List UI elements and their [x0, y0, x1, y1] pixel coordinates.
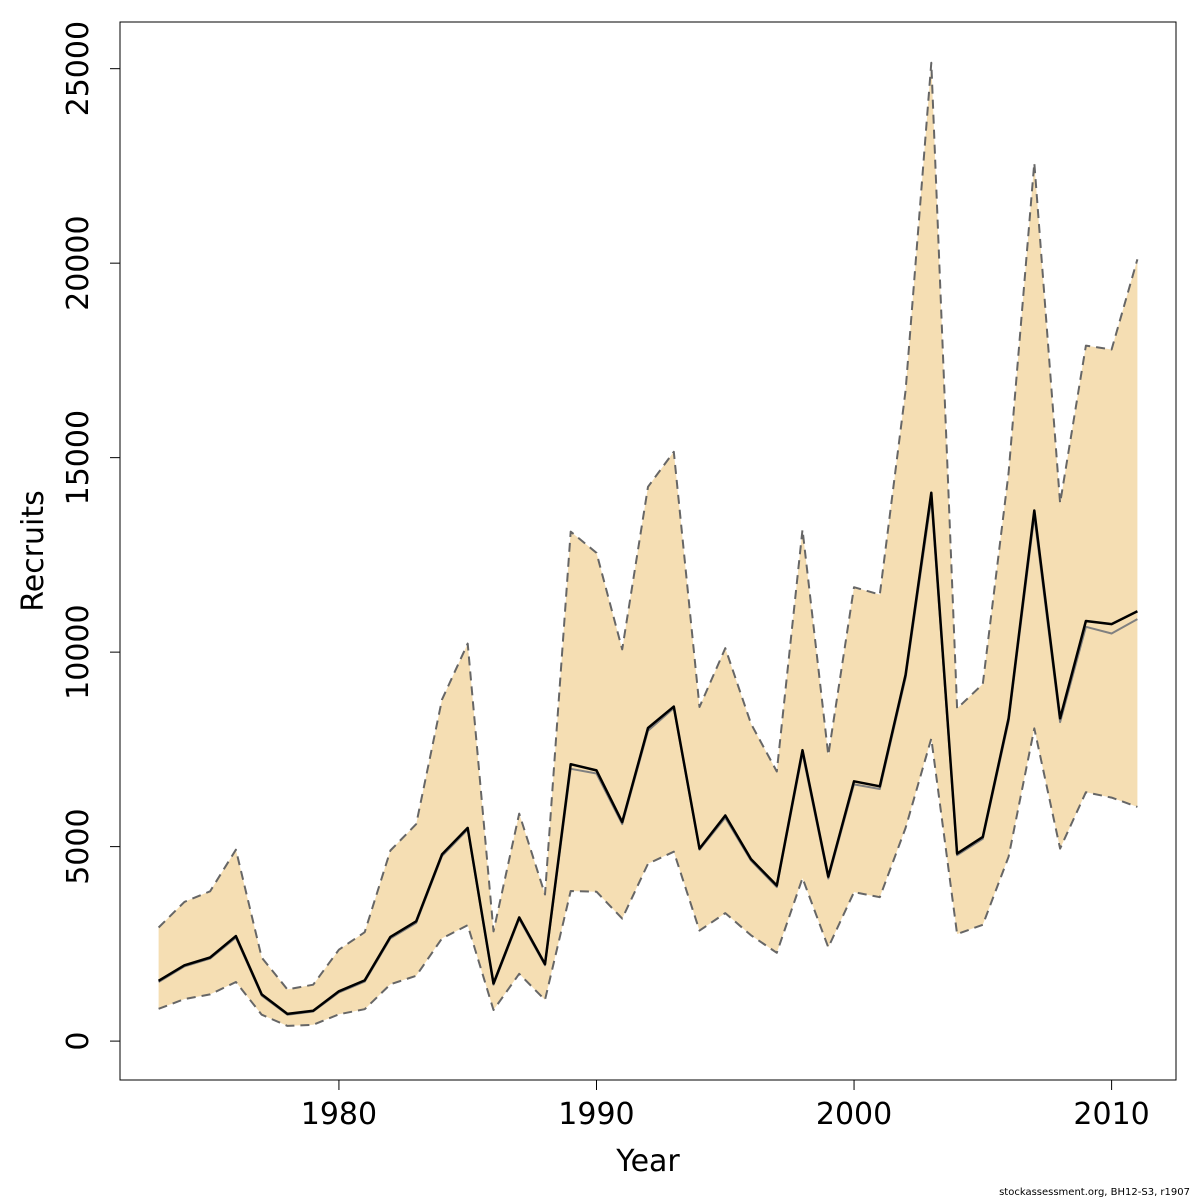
confidence-band [158, 62, 1138, 1026]
estimate-line [157, 491, 1138, 1016]
x-tick-label: 2010 [1073, 1097, 1149, 1132]
x-tick-label: 2000 [816, 1097, 892, 1132]
upper-bound-line [157, 61, 1139, 991]
x-tick-label: 1980 [301, 1097, 377, 1132]
series-lines [157, 61, 1139, 1027]
y-tick-label: 20000 [61, 215, 96, 310]
x-axis: 1980 1990 2000 2010 [301, 1080, 1150, 1132]
y-tick-label: 5000 [61, 808, 96, 884]
lower-bound-line [158, 727, 1138, 1027]
x-tick-label: 1990 [558, 1097, 634, 1132]
y-tick-label: 0 [61, 1032, 96, 1051]
x-axis-title: Year [615, 1144, 680, 1179]
y-tick-label: 10000 [61, 604, 96, 699]
y-tick-label: 15000 [61, 410, 96, 505]
y-tick-label: 25000 [61, 21, 96, 116]
y-axis-title: Recruits [16, 490, 51, 612]
y-axis: 0 5000 10000 15000 20000 25000 [61, 21, 120, 1051]
footer-text: stockassessment.org, BH12-S3, r1907 [999, 1187, 1190, 1198]
